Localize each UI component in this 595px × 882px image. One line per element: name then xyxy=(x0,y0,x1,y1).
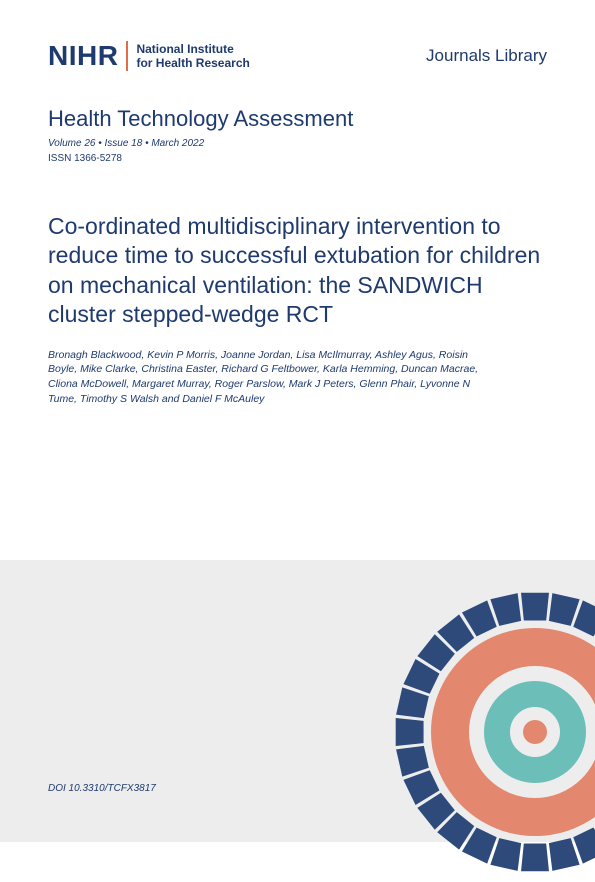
volume-issue-date: Volume 26 • Issue 18 • March 2022 xyxy=(48,138,547,149)
rosette-icon xyxy=(385,582,595,882)
doi: DOI 10.3310/TCFX3817 xyxy=(48,783,156,794)
journals-library-label: Journals Library xyxy=(426,46,547,66)
logo-subtitle: National Institute for Health Research xyxy=(136,42,249,71)
authors-list: Bronagh Blackwood, Kevin P Morris, Joann… xyxy=(48,348,488,407)
page: NIHR National Institute for Health Resea… xyxy=(0,0,595,842)
journal-meta: Health Technology Assessment Volume 26 •… xyxy=(0,72,595,164)
header: NIHR National Institute for Health Resea… xyxy=(0,0,595,72)
logo-subtitle-line1: National Institute xyxy=(136,42,233,56)
logo-text: NIHR xyxy=(48,40,118,72)
journal-title: Health Technology Assessment xyxy=(48,106,547,132)
issn: ISSN 1366-5278 xyxy=(48,153,547,164)
article-title: Co-ordinated multidisciplinary intervent… xyxy=(48,212,547,330)
logo-subtitle-line2: for Health Research xyxy=(136,56,249,70)
bottom-band xyxy=(0,560,595,842)
logo-block: NIHR National Institute for Health Resea… xyxy=(48,40,250,72)
article-block: Co-ordinated multidisciplinary intervent… xyxy=(0,164,595,407)
logo-divider-icon xyxy=(126,41,128,71)
